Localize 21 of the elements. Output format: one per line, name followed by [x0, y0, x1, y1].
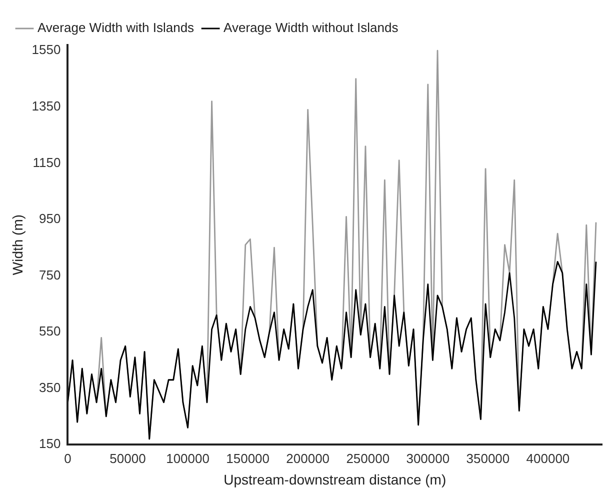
- x-tick-label: 350000: [466, 450, 510, 466]
- legend-label: Average Width without Islands: [224, 20, 399, 36]
- x-tick-label: 200000: [286, 450, 330, 466]
- x-tick-label: 400000: [526, 450, 570, 466]
- x-tick-label: 0: [64, 450, 72, 466]
- y-tick-label: 550: [39, 324, 61, 339]
- y-tick-label: 350: [39, 380, 61, 395]
- x-axis-title: Upstream-downstream distance (m): [224, 471, 446, 488]
- x-tick-label: 250000: [346, 450, 390, 466]
- y-tick-label: 1150: [32, 154, 61, 170]
- y-axis-title: Width (m): [9, 214, 26, 276]
- y-tick-label: 150: [39, 436, 61, 452]
- x-tick-label: 100000: [166, 450, 210, 466]
- y-tick-label: 1550: [32, 42, 61, 58]
- y-tick-label: 1350: [32, 98, 61, 114]
- y-tick-label: 750: [39, 267, 61, 282]
- legend-label: Average Width with Islands: [38, 20, 195, 36]
- x-tick-label: 50000: [110, 450, 146, 466]
- x-tick-label: 300000: [406, 450, 450, 466]
- y-tick-label: 950: [39, 211, 61, 226]
- x-tick-label: 150000: [226, 450, 270, 466]
